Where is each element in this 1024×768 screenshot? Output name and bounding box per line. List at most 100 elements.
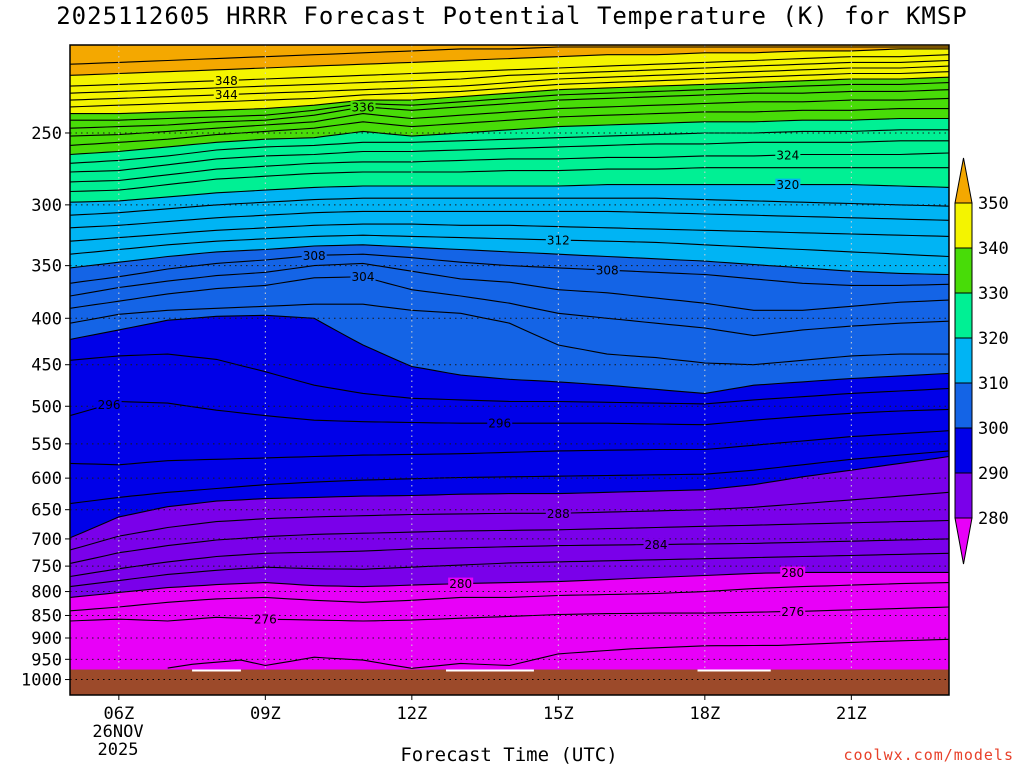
contour-label: 304 [352,270,375,284]
x-date-day: 26NOV [92,722,143,742]
colorbar-label: 350 [978,194,1009,214]
plot-frame [69,44,950,696]
contour-label-bg [213,88,239,101]
x-tick-label: 12Z [396,704,427,724]
contour-line [70,455,949,539]
contour-line [70,519,949,565]
y-axis: 250 300 350 400 450 500 550 600 650 700 750 800 850 9… [21,124,70,691]
contour-label-bg [775,148,801,161]
credit-link[interactable]: coolwx.com/models [843,746,1014,764]
contour-label: 296 [98,398,121,412]
contour-line [70,253,949,286]
contour-line [70,59,949,94]
contour-line [70,491,949,551]
x-axis: 26NOV 2025 06Z 09Z 12Z 15Z 18Z 21Z [92,695,867,760]
grid-lines [70,45,949,695]
contour-label-bg [643,538,669,551]
contour-line [70,97,949,137]
contour-label-bg [350,100,376,113]
chart-title: 2025112605 HRRR Forecast Potential Tempe… [56,2,968,30]
contour-label: 280 [449,577,472,591]
contour-lines [70,46,949,669]
colorbar: 350 340 330 320 310 300 290 280 [954,157,1009,565]
contour-label: 288 [547,507,570,521]
colorbar-segment [954,292,973,339]
colorbar-segment [954,247,973,294]
contour-label-bg [594,264,620,277]
contour-line [70,582,949,612]
contour-label: 348 [215,74,238,88]
contour-line [70,167,949,193]
contour-label-bg [780,605,806,618]
y-tick-label: 750 [31,557,62,577]
x-date-year: 2025 [98,740,139,760]
contour-line [70,152,949,183]
x-tick-label: 09Z [250,704,281,724]
colorbar-label: 300 [978,419,1009,439]
colorbar-segment [954,472,973,519]
contour-line [70,234,949,258]
contour-label-bg [96,398,122,411]
contour-line [70,244,949,276]
contour-line [70,450,949,505]
contour-line [70,129,949,164]
colorbar-segment [954,382,973,429]
contour-line [70,76,949,115]
colorbar-label: 310 [978,374,1009,394]
colorbar-cap-bottom [954,517,973,565]
contour-label-bg [780,566,806,579]
contour-label: 276 [781,605,804,619]
contour-line [70,71,949,108]
y-tick-label: 600 [31,469,62,489]
contour-label: 280 [781,566,804,580]
x-tick-label: 18Z [689,704,720,724]
contour-label-bg [487,417,513,430]
y-tick-label: 1000 [21,671,62,691]
contour-label: 312 [547,234,570,248]
plot-area [70,45,949,695]
y-tick-label: 950 [31,650,62,670]
contour-line [70,210,949,229]
contour-line [70,117,949,156]
contour-label-bg [545,507,571,520]
x-tick-label: 21Z [836,704,867,724]
contour-label: 320 [776,178,799,192]
y-tick-label: 350 [31,257,62,277]
contour-line [70,108,949,146]
contour-line [70,353,949,405]
contour-label-bg [545,234,571,247]
y-tick-label: 400 [31,309,62,329]
contour-label: 344 [215,88,238,102]
y-tick-label: 500 [31,397,62,417]
x-tick-label: 15Z [543,704,574,724]
colorbar-segment [954,427,973,474]
contour-line [70,140,949,173]
contour-label: 308 [596,264,619,278]
contour-line [70,89,949,129]
colorbar-cap-top [954,157,973,204]
contour-label-bg [252,613,278,626]
colorbar-label: 280 [978,509,1009,529]
x-axis-label: Forecast Time (UTC) [400,744,618,766]
contour-line [70,184,949,203]
contour-line [70,303,949,366]
contour-line [70,82,949,121]
contour-line [70,314,949,394]
contour-label-bg [350,270,376,283]
y-tick-label: 550 [31,435,62,455]
contour-line [70,223,949,242]
contour-label: 324 [776,148,799,162]
contour-line [70,276,949,337]
contour-fills [70,45,949,695]
colorbar-label: 290 [978,464,1009,484]
y-tick-label: 800 [31,583,62,603]
colorbar-segment [954,337,973,384]
contour-line [167,638,949,669]
contour-label-bg [301,249,327,262]
y-tick-label: 650 [31,501,62,521]
contour-line [70,538,949,578]
contour-line [70,430,949,466]
colorbar-label: 320 [978,329,1009,349]
y-tick-label: 700 [31,530,62,550]
